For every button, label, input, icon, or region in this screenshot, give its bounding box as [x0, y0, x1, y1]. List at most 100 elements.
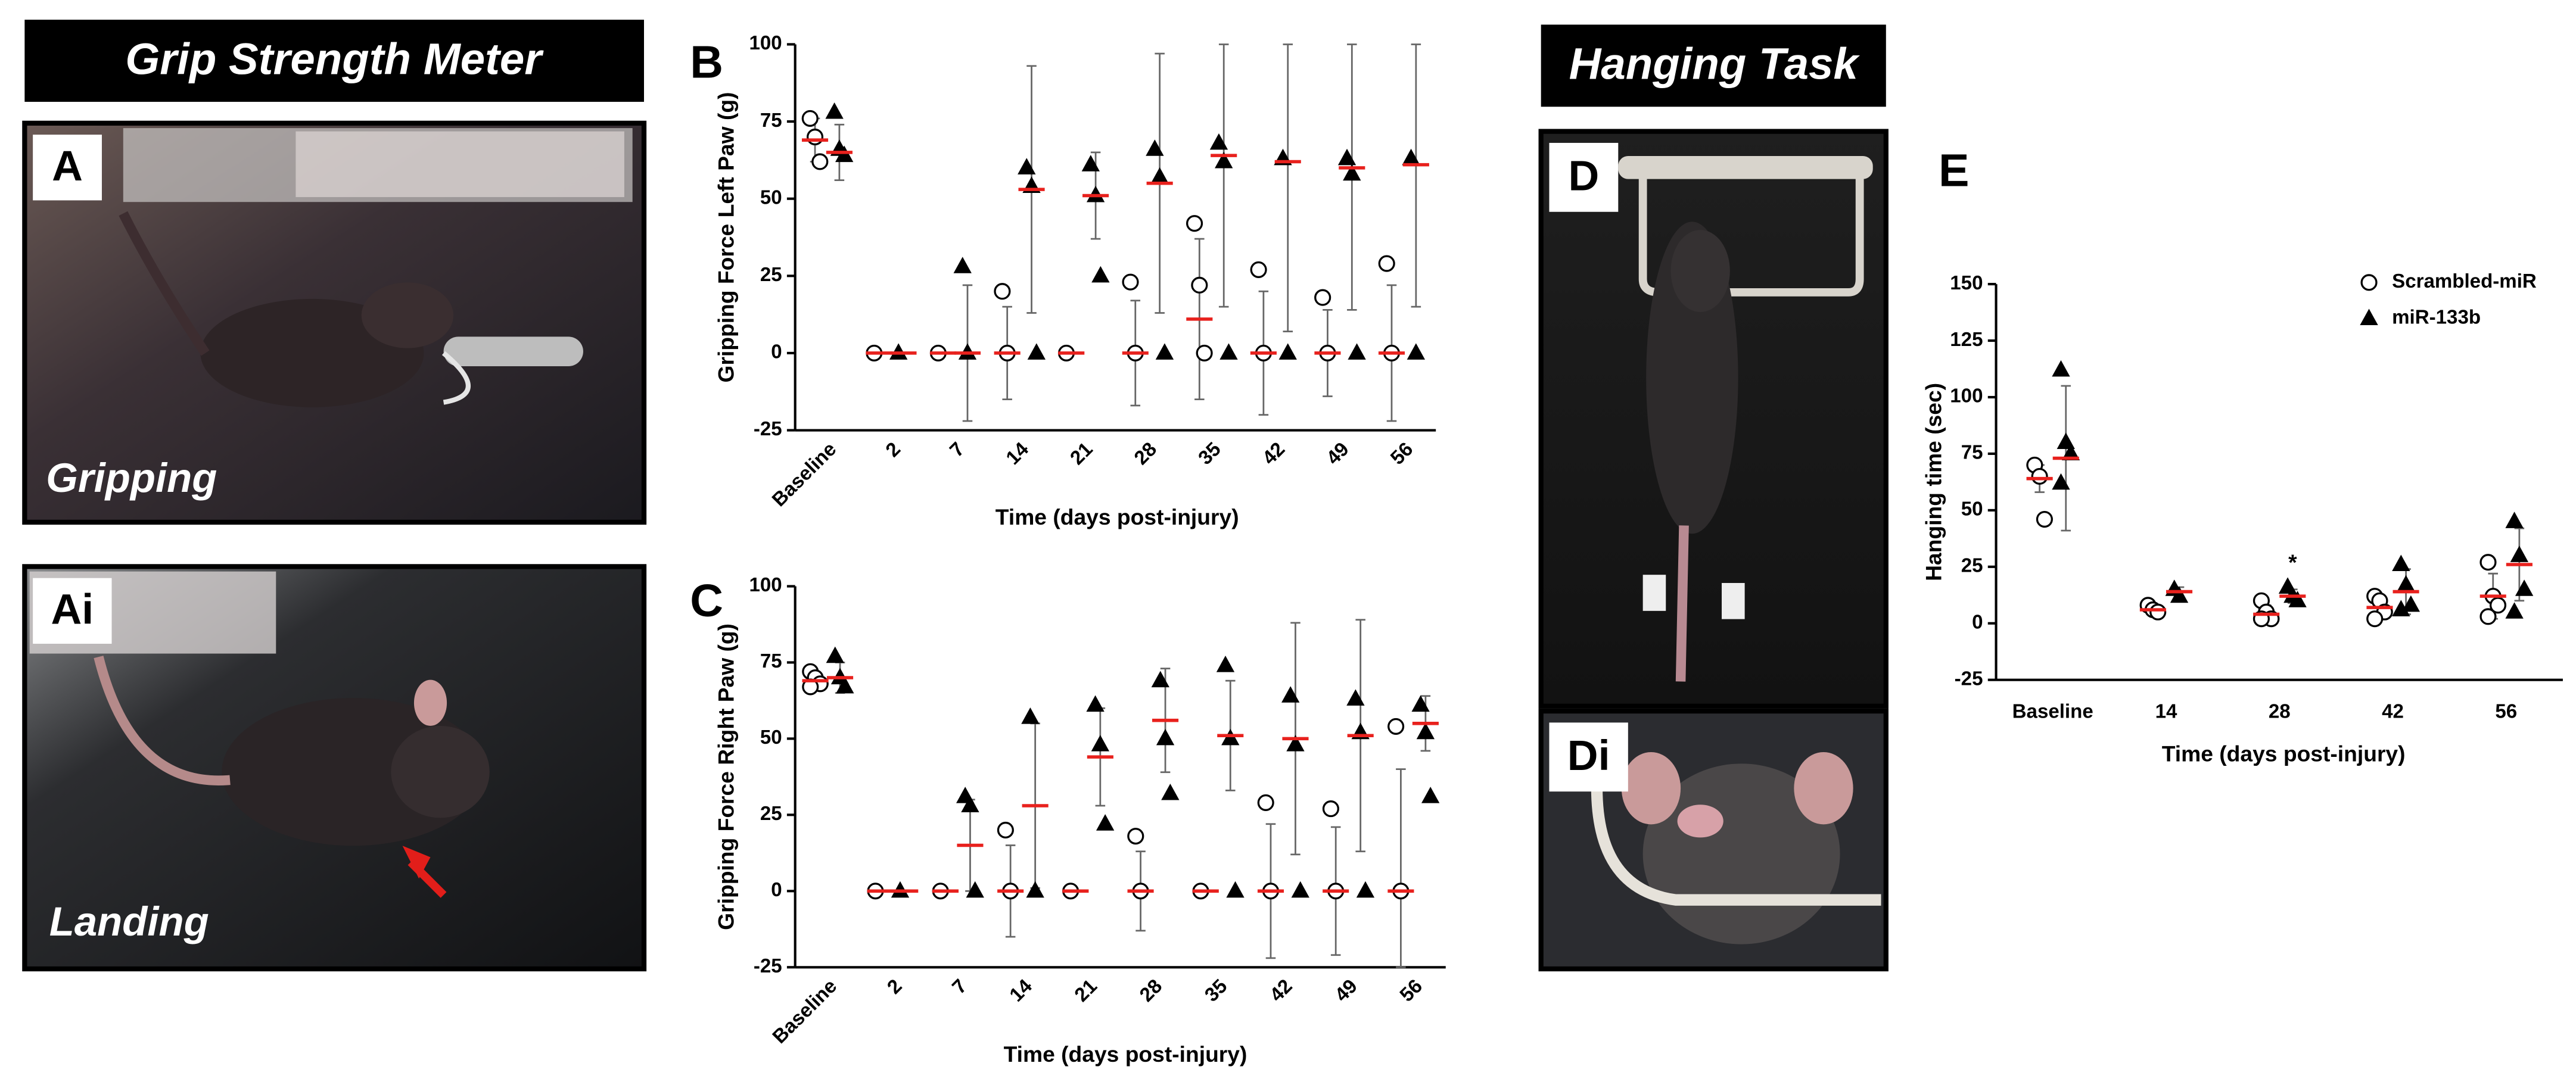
label-box [33, 135, 102, 201]
data-point [1021, 707, 1040, 724]
data-point [1411, 695, 1430, 712]
data-point [1250, 261, 1267, 278]
data-point [1091, 735, 1110, 752]
y-tick-label: 0 [771, 341, 782, 363]
y-axis-title: Hanging time (sec) [1921, 383, 1946, 581]
data-point [1150, 167, 1169, 184]
data-point [1291, 881, 1309, 898]
legend-marker [2360, 274, 2378, 291]
y-tick-label: 75 [760, 650, 782, 672]
error-bar [1411, 43, 1421, 308]
data-point [1186, 215, 1203, 232]
data-point [2031, 467, 2048, 485]
data-point [997, 821, 1014, 839]
data-point [1096, 814, 1115, 831]
x-tick-label: 28 [2269, 701, 2291, 723]
y-tick-label: 25 [760, 264, 782, 286]
legend-label: miR-133b [2392, 307, 2481, 329]
data-point [1257, 794, 1274, 811]
y-axis-title: Gripping Force Left Paw (g) [713, 92, 738, 382]
data-point [1156, 728, 1175, 746]
y-tick-label: 0 [1972, 611, 1983, 633]
error-bar [1283, 43, 1293, 332]
x-axis-title: Time (days post-injury) [2162, 741, 2406, 766]
data-point [1026, 881, 1044, 898]
annotation: * [2288, 550, 2297, 575]
x-tick-label: 2 [883, 975, 906, 999]
data-point [2479, 554, 2497, 571]
data-point [1216, 656, 1235, 672]
y-tick-label: 100 [749, 32, 782, 54]
header-box [1541, 24, 1886, 107]
panel-label: Di [1567, 732, 1610, 780]
data-point [811, 153, 829, 170]
x-tick-label: 42 [2382, 701, 2404, 723]
data-point [1086, 695, 1105, 712]
data-point [1387, 718, 1405, 735]
data-point [826, 646, 844, 663]
x-tick-label: Baseline [768, 438, 841, 511]
x-tick-label: Baseline [769, 975, 841, 1048]
error-bar [1218, 43, 1229, 308]
panel-letter: C [690, 575, 723, 626]
error-bar [1396, 768, 1406, 968]
data-point [2515, 579, 2534, 596]
x-tick-label: 28 [1135, 975, 1166, 1006]
data-point [1286, 735, 1305, 752]
y-tick-label: 125 [1950, 329, 1983, 351]
data-point [2505, 512, 2524, 528]
panel-letter: E [1939, 145, 1970, 197]
data-point [1027, 343, 1046, 360]
legend-label: Scrambled-miR [2392, 270, 2537, 292]
data-point [961, 796, 979, 813]
x-axis-title: Time (days post-injury) [995, 504, 1239, 529]
data-point [953, 257, 972, 273]
label-box [1549, 142, 1619, 212]
y-tick-label: 50 [760, 186, 782, 208]
x-tick-label: 56 [1386, 438, 1417, 469]
x-tick-label: 7 [945, 438, 969, 462]
data-point [1219, 343, 1238, 360]
data-point [806, 128, 824, 146]
header-title: Hanging Task [1569, 39, 1861, 89]
data-point [1278, 343, 1297, 360]
data-point [1161, 783, 1180, 800]
data-point [2061, 444, 2080, 460]
data-point [1407, 343, 1426, 360]
data-point [1421, 787, 1440, 803]
x-tick-label: 42 [1265, 975, 1296, 1006]
y-tick-label: -25 [754, 418, 782, 440]
x-tick-label: 14 [1006, 975, 1037, 1006]
x-tick-label: 56 [1396, 975, 1427, 1006]
data-point [2052, 360, 2070, 377]
data-point [1215, 151, 1233, 169]
y-tick-label: 75 [760, 110, 782, 132]
data-point [1146, 139, 1164, 156]
x-tick-label: 21 [1071, 975, 1102, 1006]
data-point [1343, 164, 1361, 181]
panel-letter: B [690, 37, 723, 88]
data-point [1127, 828, 1144, 845]
x-tick-label: 7 [948, 975, 971, 999]
header-title: Grip Strength Meter [125, 34, 544, 83]
data-point [2479, 608, 2497, 625]
data-point [994, 283, 1011, 300]
data-point [1209, 133, 1228, 150]
y-tick-label: 100 [1950, 385, 1983, 407]
x-tick-label: 49 [1331, 975, 1362, 1006]
x-tick-label: 35 [1200, 975, 1231, 1006]
y-tick-label: 50 [760, 727, 782, 749]
data-point [1091, 266, 1110, 283]
x-tick-label: 56 [2495, 701, 2517, 723]
data-point [1322, 800, 1339, 818]
photo-ai [22, 564, 647, 972]
x-axis-title: Time (days post-injury) [1004, 1042, 1247, 1067]
data-point [1378, 255, 1395, 272]
data-point [2288, 591, 2307, 607]
x-tick-label: 14 [2155, 701, 2177, 723]
data-point [825, 102, 844, 119]
photo-a [22, 120, 647, 525]
data-point [2397, 575, 2415, 592]
